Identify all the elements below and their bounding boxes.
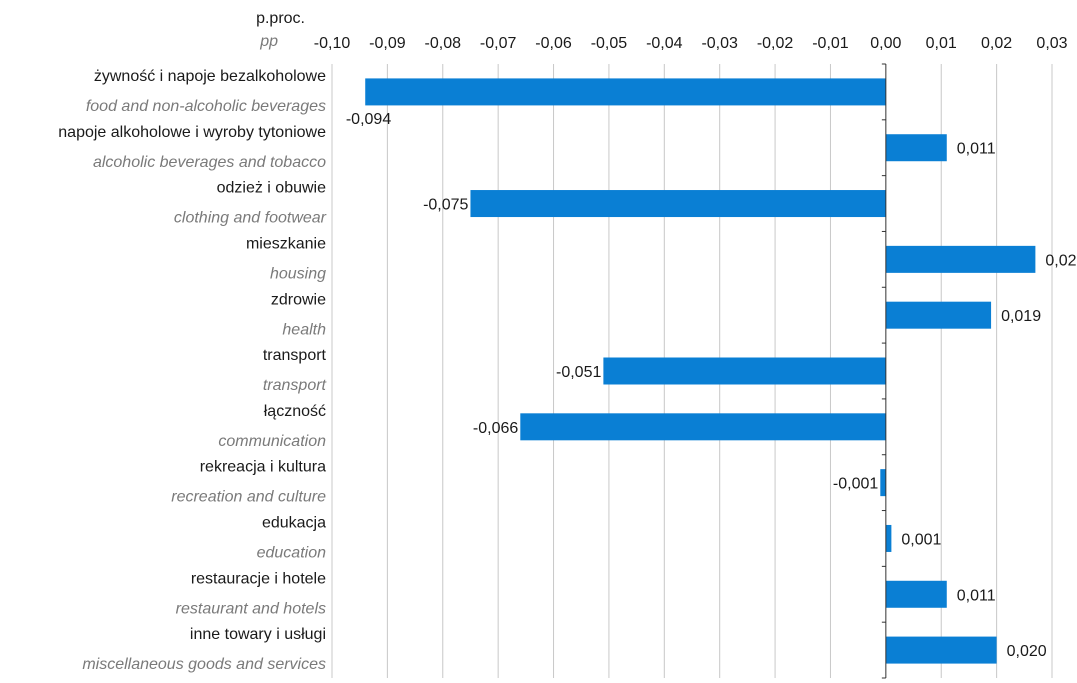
category-label: odzież i obuwie [217, 180, 327, 197]
category-label: żywność i napoje bezalkoholowe [94, 68, 326, 85]
data-label: 0,027 [1045, 252, 1077, 269]
bar [520, 413, 886, 441]
category-label-en: education [257, 545, 326, 562]
category-label-en: alcoholic beverages and tobacco [93, 154, 326, 171]
bar [885, 245, 1036, 273]
category-label: inne towary i usługi [190, 626, 326, 643]
category-label: napoje alkoholowe i wyroby tytoniowe [58, 124, 326, 141]
tick-label: 0,01 [926, 35, 957, 52]
tick-label: -0,06 [535, 35, 572, 52]
data-label: -0,094 [346, 111, 391, 128]
data-label: -0,001 [833, 476, 878, 493]
category-label: mieszkanie [246, 235, 326, 252]
category-label: łączność [264, 403, 326, 420]
axis-ticks [881, 63, 886, 679]
data-label: 0,020 [1007, 643, 1047, 660]
category-label-en: housing [270, 265, 326, 282]
bar [470, 190, 886, 218]
bar [603, 357, 886, 385]
value-labels: -0,094 0,011 -0,075 0,027 0,019 -0,051 -0,066 -… [346, 111, 1077, 660]
category-label: transport [263, 347, 327, 364]
bar [365, 78, 886, 106]
unit-label: p.proc. [256, 10, 305, 27]
tick-labels: -0,10 -0,09 -0,08 -0,07 -0,06 -0,05 -0,04 -0,03… [314, 35, 1068, 52]
unit-label-en: pp [259, 33, 278, 50]
data-label: 0,019 [1001, 308, 1041, 325]
bar [885, 301, 992, 329]
category-labels: żywność i napoje bezalkoholowe food and n… [58, 68, 326, 673]
data-label: 0,011 [957, 141, 996, 158]
bar [885, 134, 947, 162]
category-label-en: health [282, 321, 326, 338]
category-label: edukacja [262, 515, 326, 532]
category-label: restauracje i hotele [191, 570, 326, 587]
category-label: rekreacja i kultura [200, 459, 326, 476]
category-label-en: restaurant and hotels [176, 600, 326, 617]
tick-label: 0,03 [1036, 35, 1067, 52]
tick-label: -0,08 [425, 35, 462, 52]
category-label-en: transport [263, 377, 327, 394]
tick-label: -0,09 [369, 35, 406, 52]
category-label-en: communication [218, 433, 326, 450]
bar [885, 524, 892, 552]
tick-label: -0,07 [480, 35, 517, 52]
bar [885, 636, 997, 664]
tick-label: -0,01 [812, 35, 849, 52]
tick-label: -0,10 [314, 35, 351, 52]
category-label-en: recreation and culture [171, 489, 326, 506]
tick-label: -0,04 [646, 35, 683, 52]
tick-label: -0,05 [591, 35, 628, 52]
tick-label: -0,03 [701, 35, 738, 52]
bar [885, 580, 947, 608]
category-label-en: miscellaneous goods and services [82, 656, 326, 673]
category-label: zdrowie [271, 291, 326, 308]
tick-label: 0,00 [870, 35, 901, 52]
data-label: -0,051 [556, 364, 601, 381]
tick-label: -0,02 [757, 35, 794, 52]
bars [365, 78, 1036, 664]
data-label: -0,075 [423, 197, 468, 214]
category-label-en: food and non-alcoholic beverages [86, 98, 326, 115]
data-label: 0,001 [901, 531, 941, 548]
tick-label: 0,02 [981, 35, 1012, 52]
data-label: 0,011 [957, 587, 996, 604]
category-label-en: clothing and footwear [174, 210, 327, 227]
bar [880, 469, 886, 497]
data-label: -0,066 [473, 420, 518, 437]
